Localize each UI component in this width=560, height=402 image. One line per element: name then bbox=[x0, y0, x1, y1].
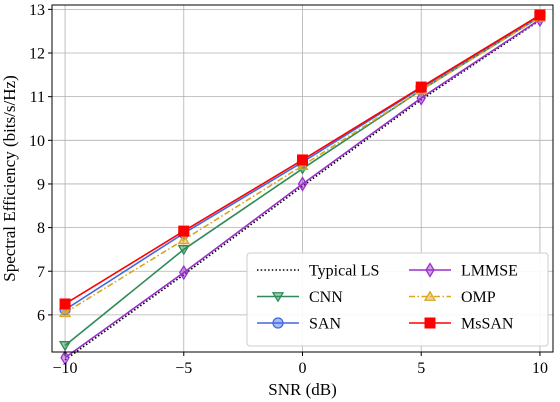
series-marker bbox=[60, 349, 70, 366]
x-tick-label: −10 bbox=[53, 360, 78, 377]
series-marker bbox=[58, 341, 72, 352]
series-mssan bbox=[59, 9, 546, 310]
legend-entry: OMP bbox=[409, 289, 496, 306]
legend: Typical LS CNN SAN LMMSE OMP MsSAN bbox=[246, 252, 549, 347]
x-tick-label: −5 bbox=[175, 360, 192, 377]
series-marker bbox=[178, 225, 190, 237]
legend-label: CNN bbox=[309, 289, 343, 306]
series-line bbox=[64, 16, 541, 314]
x-axis-label: SNR (dB) bbox=[268, 380, 336, 399]
legend-label: MsSAN bbox=[461, 316, 514, 333]
legend-label: SAN bbox=[309, 316, 341, 333]
legend-entry: SAN bbox=[257, 316, 341, 333]
series-lmmse bbox=[60, 11, 545, 366]
y-axis-label: Spectral Efficiency (bits/s/Hz) bbox=[0, 75, 19, 281]
series-marker bbox=[179, 264, 189, 281]
y-tick-label: 13 bbox=[29, 2, 45, 19]
legend-label: Typical LS bbox=[309, 263, 379, 280]
series-marker bbox=[177, 233, 190, 245]
x-tick-label: 10 bbox=[532, 360, 548, 377]
y-tick-label: 11 bbox=[30, 89, 45, 106]
legend-entry: Typical LS bbox=[257, 263, 379, 280]
legend-label: LMMSE bbox=[461, 263, 518, 280]
legend-label: OMP bbox=[461, 289, 496, 306]
series-marker bbox=[423, 290, 437, 301]
plot-series bbox=[58, 9, 547, 366]
legend-entry: CNN bbox=[257, 289, 343, 306]
series-line bbox=[64, 19, 541, 361]
y-tick-label: 7 bbox=[37, 264, 45, 281]
series-marker bbox=[59, 298, 71, 310]
series-marker bbox=[416, 90, 426, 106]
series-marker bbox=[58, 306, 72, 318]
legend-entry: LMMSE bbox=[409, 262, 518, 280]
y-tick-label: 10 bbox=[29, 133, 45, 150]
series-marker bbox=[272, 317, 284, 329]
series-marker bbox=[534, 9, 546, 21]
x-tick-label: 0 bbox=[299, 360, 307, 377]
y-tick-label: 8 bbox=[37, 220, 45, 237]
series-typical-ls bbox=[64, 19, 541, 361]
legend-entry: MsSAN bbox=[409, 316, 514, 333]
legend-box bbox=[246, 252, 549, 347]
axis-ticks: −10 −5 0 5 10 6 7 8 9 10 11 12 13 bbox=[29, 2, 548, 377]
series-marker bbox=[425, 262, 435, 278]
series-marker bbox=[297, 176, 308, 192]
y-tick-label: 12 bbox=[29, 46, 45, 63]
series-marker bbox=[297, 154, 308, 166]
series-marker bbox=[271, 292, 285, 303]
x-tick-label: 5 bbox=[417, 360, 425, 377]
y-tick-label: 6 bbox=[37, 307, 45, 324]
series-marker bbox=[177, 245, 190, 256]
series-marker bbox=[424, 317, 436, 329]
y-tick-label: 9 bbox=[37, 176, 45, 193]
series-line bbox=[64, 18, 541, 359]
series-marker bbox=[415, 81, 427, 93]
